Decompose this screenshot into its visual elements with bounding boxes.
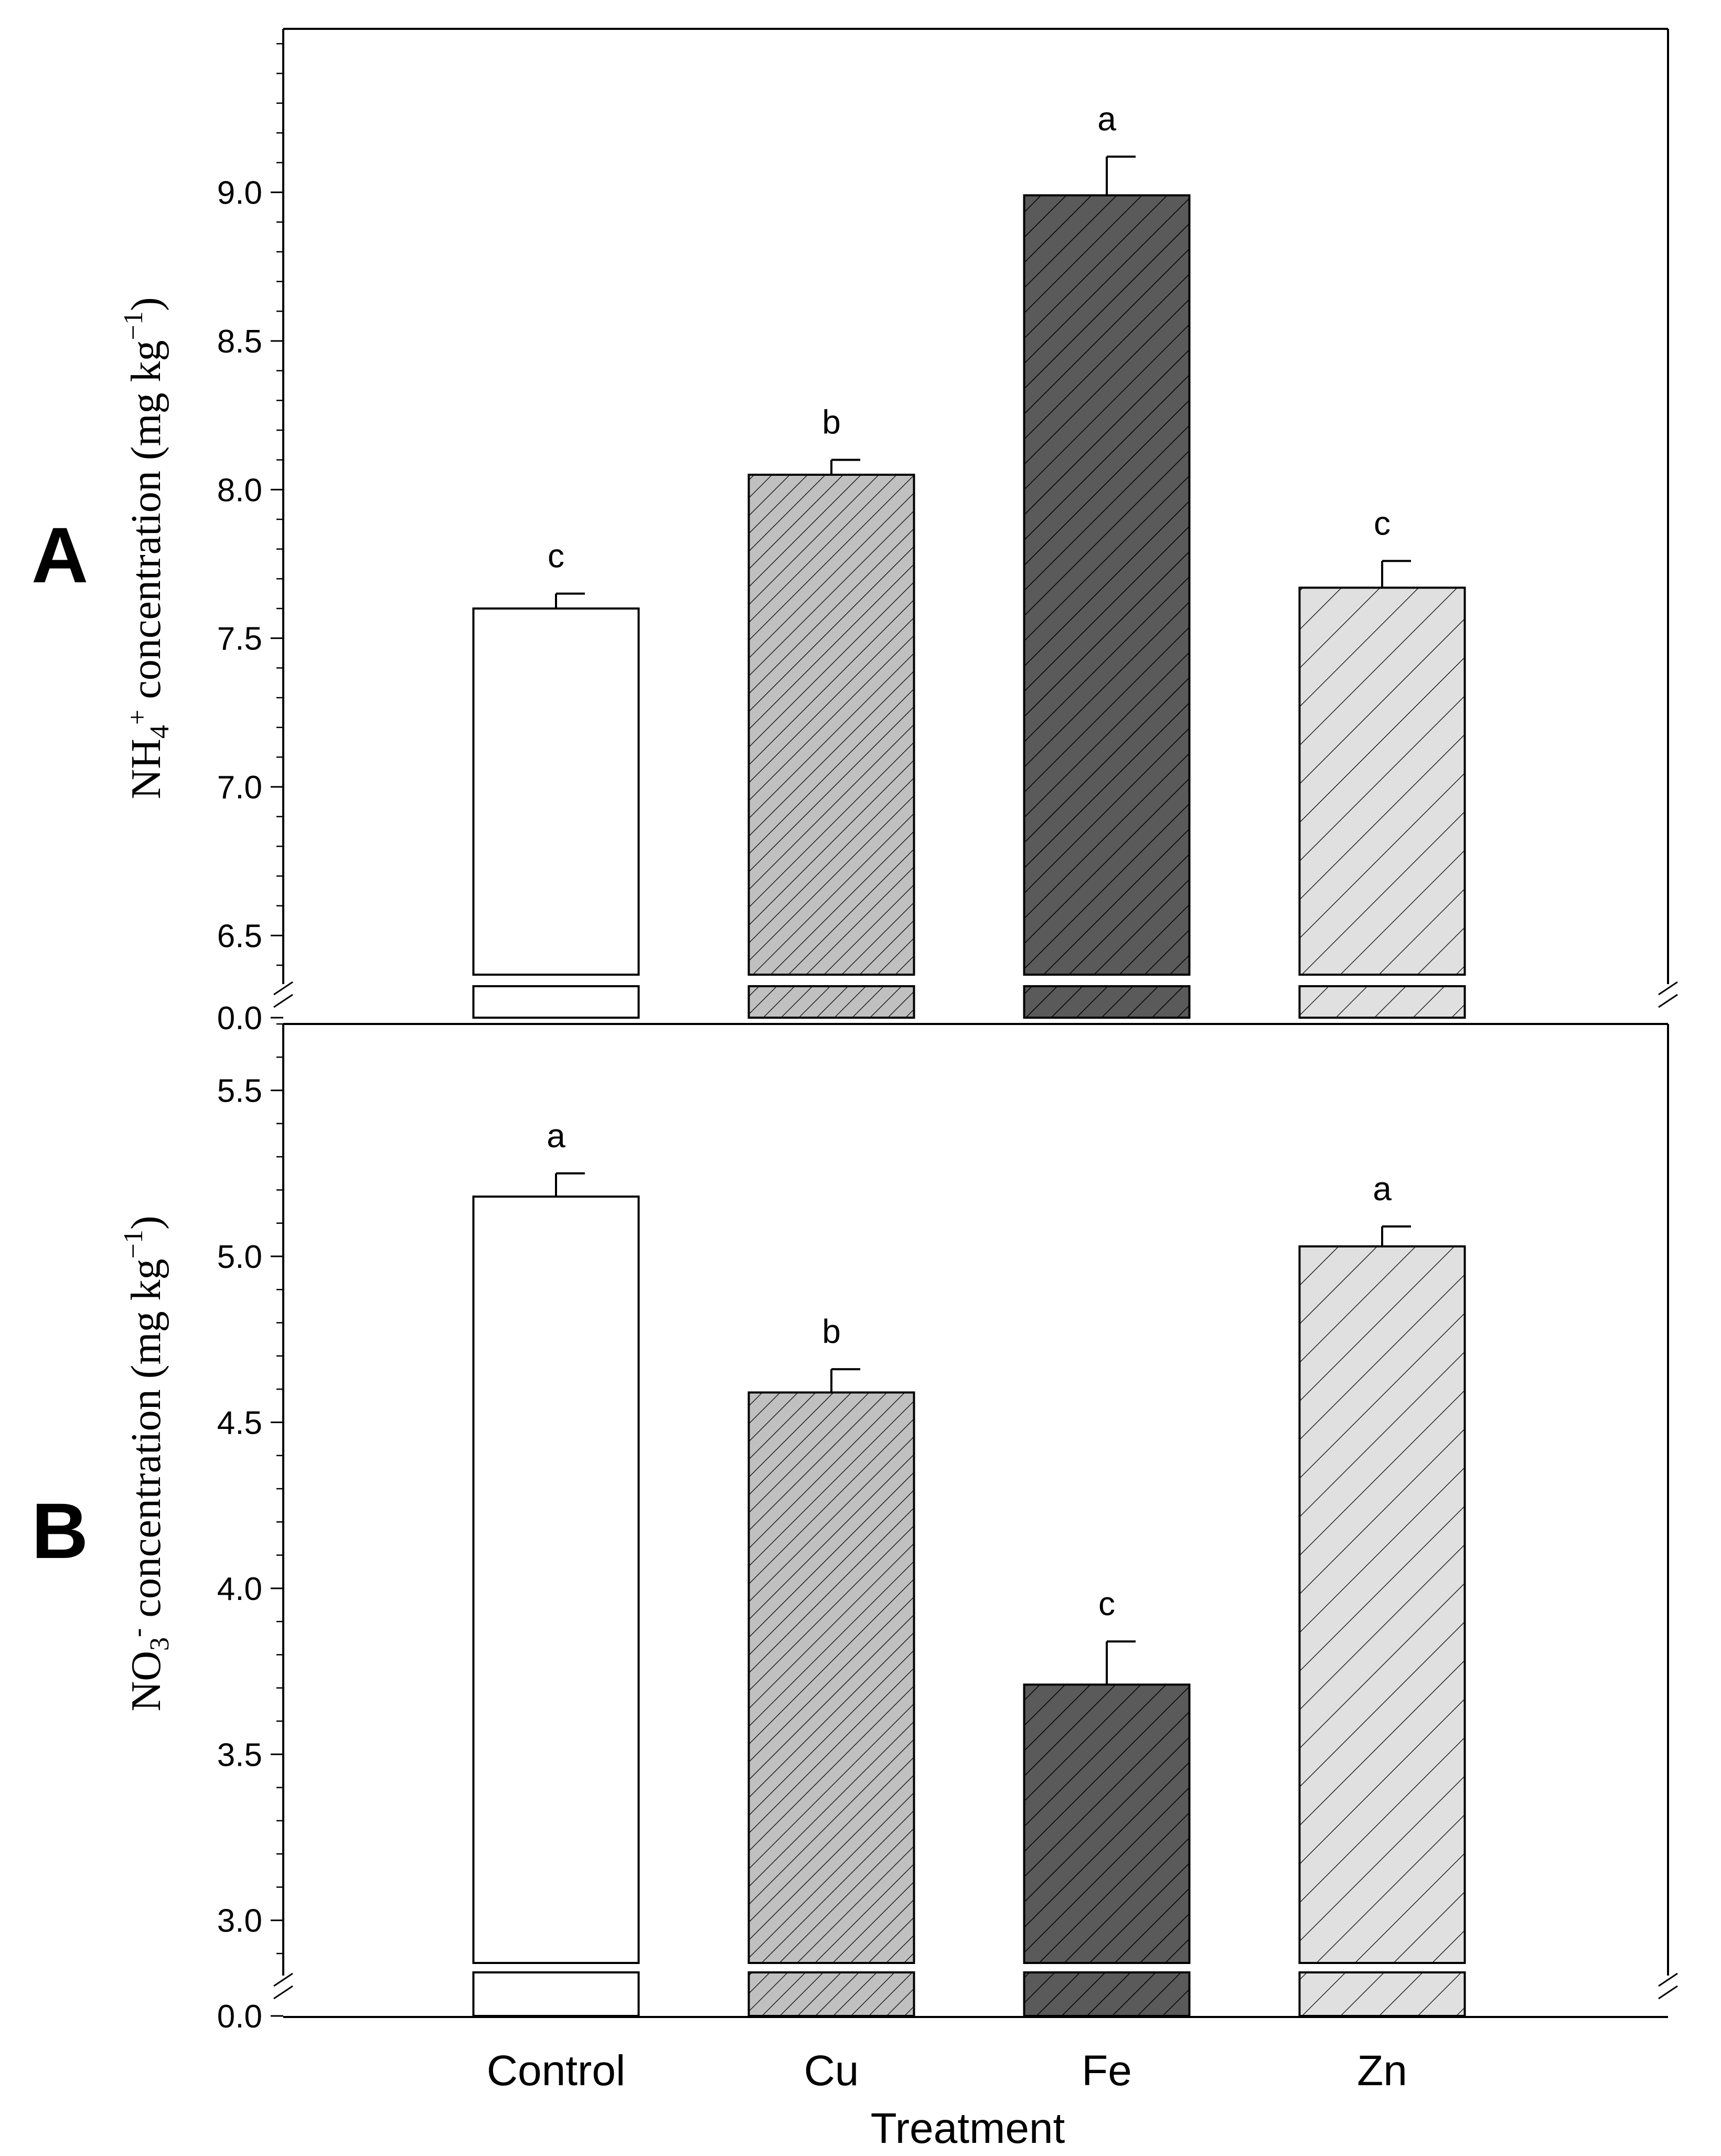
- bar-stub-outline-a: [1298, 985, 1466, 1019]
- x-axis-title: Treatment: [871, 2105, 1065, 2152]
- axis-break-gap-a: [1661, 984, 1675, 1005]
- axis-break-gap-b: [276, 1976, 291, 1997]
- bar-stub-b: [473, 1972, 639, 2016]
- y-tick-label-b: 3.5: [217, 1737, 262, 1773]
- bar-stub-outline-b: [1298, 1971, 1466, 2017]
- bar-stub-outline-a: [472, 985, 640, 1019]
- axis-break-gap-b: [1661, 1976, 1675, 1997]
- y-tick-label-a: 7.5: [217, 621, 262, 657]
- significance-label-b: a: [1373, 1170, 1392, 1208]
- x-tick-label: Control: [487, 2047, 625, 2095]
- significance-label-b: c: [1098, 1585, 1115, 1623]
- bar-stub-outline-a: [1023, 985, 1191, 1019]
- y-tick-label-a: 8.5: [217, 324, 262, 360]
- y-axis-title-b: NO3- concentration (mg kg−1): [119, 1215, 175, 1711]
- x-tick-label: Zn: [1357, 2047, 1407, 2095]
- svg-text:NH4+ concentration (mg kg−1): NH4+ concentration (mg kg−1): [119, 297, 175, 799]
- axis-break-mark-b: [1658, 1972, 1678, 1987]
- bar-stub-a: [473, 986, 639, 1018]
- y-tick-label-a: 7.0: [217, 770, 262, 806]
- bar-hatch-a: [1299, 588, 1465, 975]
- bar-stub-outline-a: [747, 985, 915, 1019]
- panel-label-a: A: [31, 511, 88, 599]
- bar-stub-outline-b: [472, 1971, 640, 2017]
- significance-label-a: a: [1097, 100, 1116, 138]
- y-tick-label-b: 3.0: [217, 1903, 262, 1939]
- svg-text:NO3- concentration (mg kg−1): NO3- concentration (mg kg−1): [119, 1215, 175, 1711]
- axis-break-mark-b: [273, 1985, 293, 2000]
- bar-stub-hatch-b: [749, 1972, 914, 2016]
- axis-break-mark-a: [1658, 981, 1678, 996]
- significance-label-a: c: [1374, 504, 1391, 542]
- axis-break-mark-b: [273, 1972, 293, 1987]
- significance-label-a: b: [822, 403, 841, 441]
- y-tick-label-b: 5.5: [217, 1073, 262, 1109]
- bar-stub-outline-b: [747, 1971, 915, 2017]
- panel-a-frame: [282, 28, 1669, 991]
- y-tick-label-zero-b: 0.0: [217, 1999, 262, 2035]
- bar-stub-hatch-a: [1299, 986, 1465, 1018]
- y-tick-label-zero-a: 0.0: [217, 1000, 262, 1037]
- bar-stub-outline-b: [1023, 1971, 1191, 2017]
- bar-a-control: [473, 609, 639, 975]
- bar-hatch-a: [749, 475, 914, 975]
- axis-break-mark-a: [1658, 994, 1678, 1008]
- y-tick-label-b: 4.0: [217, 1571, 262, 1607]
- significance-label-b: b: [822, 1312, 841, 1350]
- y-tick-label-a: 9.0: [217, 175, 262, 211]
- x-tick-label: Cu: [804, 2047, 859, 2095]
- bar-b-control: [473, 1197, 639, 1963]
- significance-label-a: c: [548, 537, 564, 575]
- y-axis-title-a: NH4+ concentration (mg kg−1): [119, 297, 175, 799]
- x-tick-label: Fe: [1082, 2047, 1132, 2095]
- bar-hatch-b: [1299, 1246, 1465, 1963]
- bar-stub-hatch-b: [1024, 1972, 1190, 2016]
- axis-break-mark-a: [273, 981, 293, 996]
- x-axis: Control Cu Fe Zn: [487, 2047, 1407, 2095]
- y-tick-label-a: 6.5: [217, 918, 262, 954]
- y-tick-label-b: 5.0: [217, 1239, 262, 1275]
- axis-break-mark-b: [1658, 1985, 1678, 2000]
- axis-break-mark-a: [273, 994, 293, 1008]
- axis-break-gap-a: [276, 984, 291, 1005]
- bar-stub-hatch-a: [1024, 986, 1190, 1018]
- panel-label-b: B: [31, 1487, 88, 1575]
- bar-hatch-b: [1024, 1684, 1190, 1963]
- bar-hatch-a: [1024, 195, 1190, 975]
- y-tick-label-a: 8.0: [217, 472, 262, 508]
- bar-stub-hatch-a: [749, 986, 914, 1018]
- y-tick-label-b: 4.5: [217, 1405, 262, 1441]
- plot-a: 6.5 7.0 7.5 8.0 8.5 9.0 0.0 c b a c: [217, 43, 1678, 1037]
- bar-hatch-b: [749, 1392, 914, 1963]
- plot-b: 3.0 3.5 4.0 4.5 5.0 5.5 0.0 a b c a: [217, 1023, 1678, 2035]
- bar-stub-hatch-b: [1299, 1972, 1465, 2016]
- significance-label-b: a: [547, 1117, 565, 1155]
